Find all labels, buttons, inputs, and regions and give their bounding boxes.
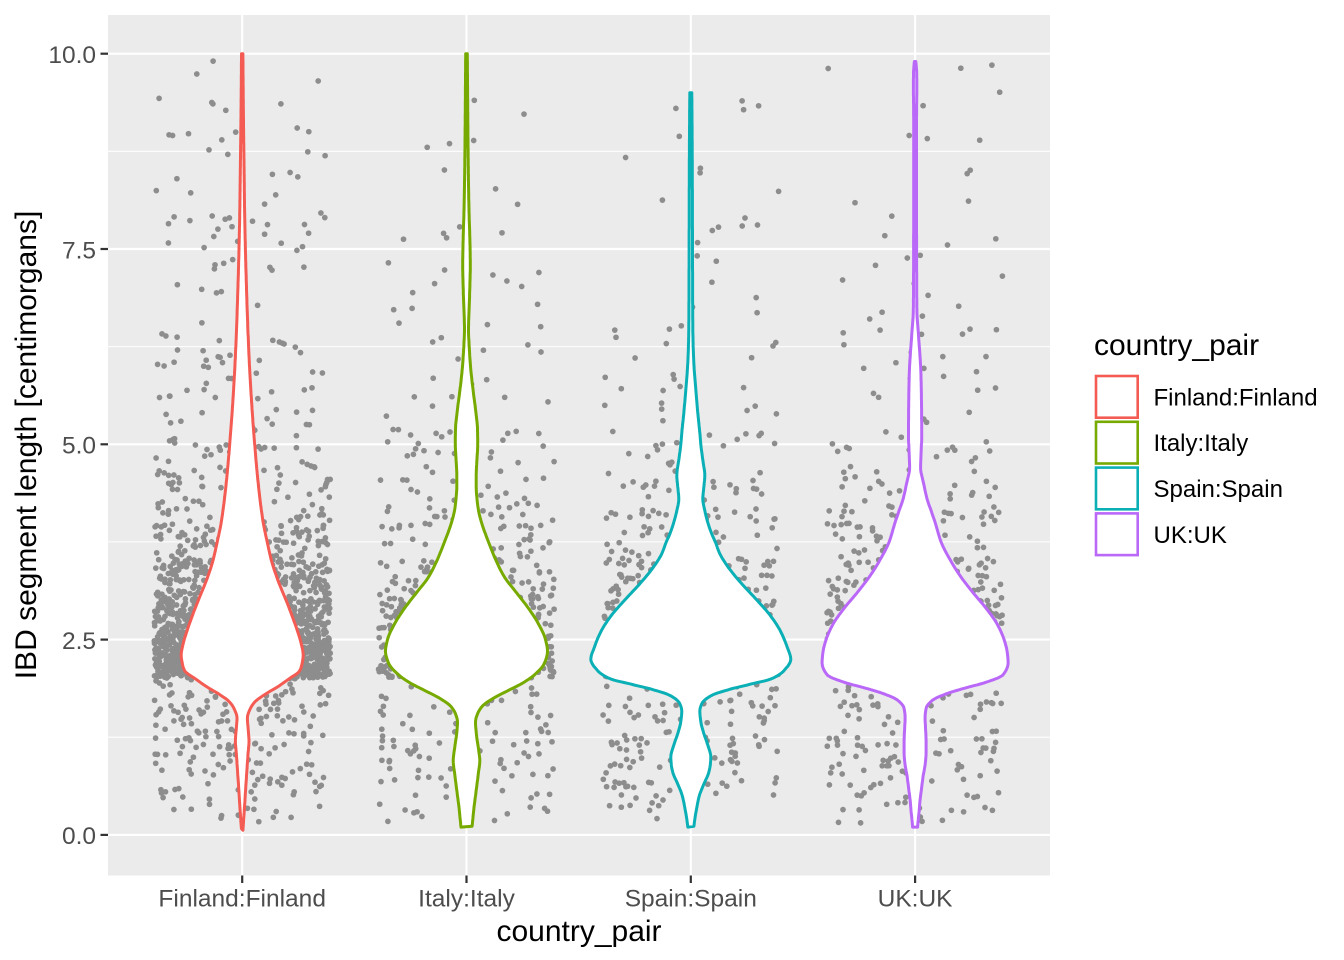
svg-text:IBD segment length [centimorga: IBD segment length [centimorgans] <box>10 211 43 680</box>
svg-text:7.5: 7.5 <box>62 237 96 264</box>
svg-text:Italy:Italy: Italy:Italy <box>418 886 515 913</box>
svg-text:5.0: 5.0 <box>62 433 96 460</box>
svg-text:UK:UK: UK:UK <box>1154 522 1227 549</box>
svg-text:UK:UK: UK:UK <box>878 886 954 913</box>
svg-text:2.5: 2.5 <box>62 628 96 655</box>
svg-text:0.0: 0.0 <box>62 823 96 850</box>
svg-text:Italy:Italy: Italy:Italy <box>1154 430 1249 457</box>
svg-text:country_pair: country_pair <box>1094 329 1259 362</box>
svg-text:Finland:Finland: Finland:Finland <box>1154 384 1318 411</box>
svg-text:Spain:Spain: Spain:Spain <box>1154 476 1283 503</box>
svg-text:Spain:Spain: Spain:Spain <box>625 886 757 913</box>
svg-text:country_pair: country_pair <box>496 915 661 948</box>
svg-text:Finland:Finland: Finland:Finland <box>158 886 326 913</box>
svg-text:10.0: 10.0 <box>48 42 96 69</box>
